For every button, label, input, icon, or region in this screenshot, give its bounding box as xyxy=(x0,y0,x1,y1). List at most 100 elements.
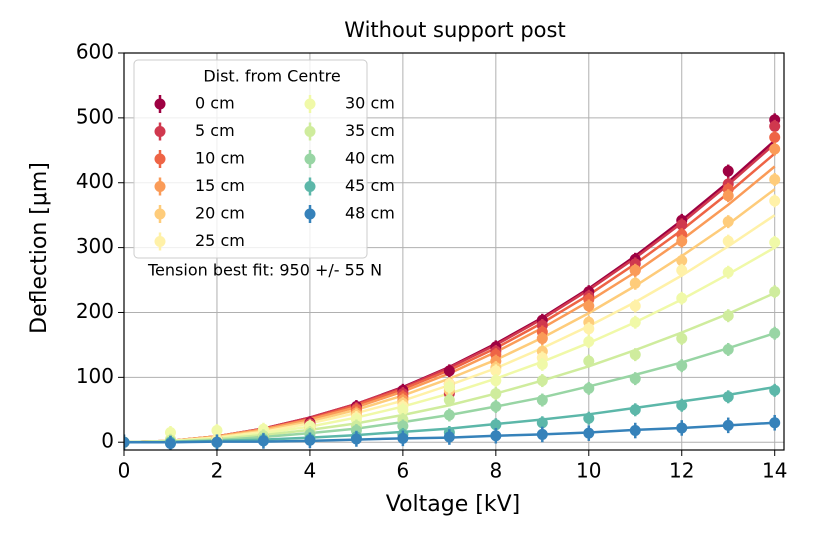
data-point xyxy=(722,190,734,202)
data-point xyxy=(536,428,548,440)
data-point xyxy=(722,391,734,403)
data-point xyxy=(722,266,734,278)
y-tick-label: 100 xyxy=(76,364,114,388)
data-point xyxy=(443,431,455,443)
legend-marker xyxy=(304,153,316,165)
legend-label: 10 cm xyxy=(195,149,245,168)
legend-title: Dist. from Centre xyxy=(203,67,340,86)
data-point xyxy=(304,434,316,446)
legend-marker xyxy=(154,236,166,247)
legend-label: 20 cm xyxy=(195,204,245,223)
legend-label: 35 cm xyxy=(345,121,395,140)
plot-area xyxy=(124,113,781,450)
plot-frame xyxy=(123,52,785,451)
data-point xyxy=(583,300,595,312)
y-axis-label: Deflection [μm] xyxy=(27,162,52,334)
data-point xyxy=(722,343,734,355)
legend-marker xyxy=(154,153,166,165)
data-point xyxy=(536,394,548,406)
x-tick-label: 4 xyxy=(304,459,317,483)
data-point xyxy=(490,401,502,413)
data-point xyxy=(536,375,548,387)
data-point xyxy=(629,300,641,312)
annotation: Tension best fit: 950 +/- 55 N xyxy=(147,261,382,280)
legend-marker xyxy=(154,98,166,110)
legend-label: 40 cm xyxy=(345,149,395,168)
data-point xyxy=(257,435,269,447)
legend-marker xyxy=(304,208,316,220)
data-point xyxy=(629,373,641,385)
x-tick-label: 12 xyxy=(669,459,694,483)
data-point xyxy=(676,422,688,434)
data-point xyxy=(676,255,688,267)
data-point xyxy=(676,332,688,344)
legend-marker xyxy=(304,126,316,137)
data-point xyxy=(629,425,641,437)
data-point xyxy=(583,382,595,394)
data-point xyxy=(722,419,734,431)
data-point xyxy=(490,365,502,377)
data-point xyxy=(211,425,223,437)
data-point xyxy=(769,417,781,429)
x-tick-label: 2 xyxy=(211,459,224,483)
data-point xyxy=(443,394,455,406)
data-point xyxy=(769,236,781,248)
data-point xyxy=(443,381,455,393)
y-tick-label: 600 xyxy=(76,40,114,64)
data-point xyxy=(769,143,781,155)
y-tick-label: 500 xyxy=(76,104,114,128)
data-point xyxy=(629,277,641,289)
data-point xyxy=(722,310,734,322)
data-point xyxy=(769,131,781,143)
data-point xyxy=(629,316,641,328)
data-point xyxy=(536,358,548,370)
data-point xyxy=(676,360,688,372)
data-point xyxy=(397,432,409,444)
data-point xyxy=(676,292,688,304)
legend-marker xyxy=(154,181,166,192)
data-point xyxy=(583,427,595,439)
data-point xyxy=(583,355,595,367)
x-tick-label: 6 xyxy=(397,459,410,483)
data-point xyxy=(583,336,595,348)
legend-label: 25 cm xyxy=(195,231,245,250)
data-point xyxy=(722,165,734,177)
data-point xyxy=(536,417,548,429)
data-point xyxy=(164,426,176,438)
data-point xyxy=(583,412,595,424)
x-axis-label: Voltage [kV] xyxy=(386,492,520,517)
data-point xyxy=(490,375,502,387)
data-point xyxy=(490,388,502,400)
data-point xyxy=(629,349,641,361)
data-point xyxy=(397,420,409,432)
legend-label: 15 cm xyxy=(195,176,245,195)
data-point xyxy=(722,216,734,228)
data-point xyxy=(676,235,688,247)
x-tick-label: 14 xyxy=(762,459,787,483)
data-point xyxy=(629,264,641,276)
data-point xyxy=(769,195,781,207)
data-point xyxy=(164,438,176,450)
x-tick-label: 0 xyxy=(118,459,131,483)
legend-marker xyxy=(154,126,166,137)
data-point xyxy=(350,433,362,445)
data-point xyxy=(676,399,688,411)
data-point xyxy=(629,404,641,416)
data-point xyxy=(124,436,130,448)
legend-label: 0 cm xyxy=(195,94,235,113)
legend-label: 5 cm xyxy=(195,121,235,140)
legend-marker xyxy=(304,98,316,110)
data-point xyxy=(676,264,688,276)
data-point xyxy=(536,332,548,344)
data-point xyxy=(722,235,734,247)
data-point xyxy=(583,323,595,335)
data-point xyxy=(490,419,502,431)
data-point xyxy=(397,404,409,416)
data-point xyxy=(211,436,223,448)
chart-title: Without support post xyxy=(344,18,565,42)
data-point xyxy=(443,365,455,377)
data-point xyxy=(676,219,688,231)
legend-marker xyxy=(154,208,166,220)
x-tick-label: 10 xyxy=(576,459,601,483)
